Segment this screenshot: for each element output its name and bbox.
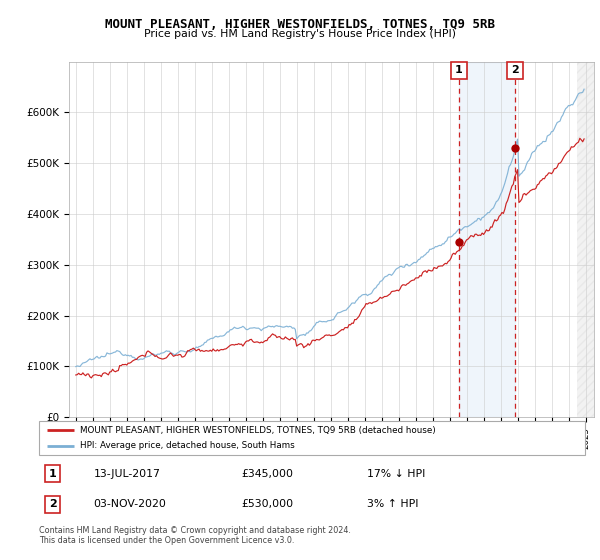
Text: 03-NOV-2020: 03-NOV-2020 [94,499,166,509]
Text: Contains HM Land Registry data © Crown copyright and database right 2024.: Contains HM Land Registry data © Crown c… [39,526,351,535]
Text: MOUNT PLEASANT, HIGHER WESTONFIELDS, TOTNES, TQ9 5RB (detached house): MOUNT PLEASANT, HIGHER WESTONFIELDS, TOT… [80,426,436,435]
Text: HPI: Average price, detached house, South Hams: HPI: Average price, detached house, Sout… [80,441,295,450]
Text: 1: 1 [49,469,56,479]
Text: 13-JUL-2017: 13-JUL-2017 [94,469,160,479]
Text: Price paid vs. HM Land Registry's House Price Index (HPI): Price paid vs. HM Land Registry's House … [144,29,456,39]
Text: 1: 1 [455,66,463,76]
Text: 17% ↓ HPI: 17% ↓ HPI [367,469,425,479]
Text: This data is licensed under the Open Government Licence v3.0.: This data is licensed under the Open Gov… [39,536,295,545]
FancyBboxPatch shape [39,421,585,455]
Text: £530,000: £530,000 [241,499,293,509]
Bar [459,62,515,417]
Text: 3% ↑ HPI: 3% ↑ HPI [367,499,418,509]
Bar [577,62,596,417]
Text: MOUNT PLEASANT, HIGHER WESTONFIELDS, TOTNES, TQ9 5RB: MOUNT PLEASANT, HIGHER WESTONFIELDS, TOT… [105,18,495,31]
Text: 2: 2 [49,499,56,509]
Text: 2: 2 [511,66,519,76]
Text: £345,000: £345,000 [241,469,293,479]
